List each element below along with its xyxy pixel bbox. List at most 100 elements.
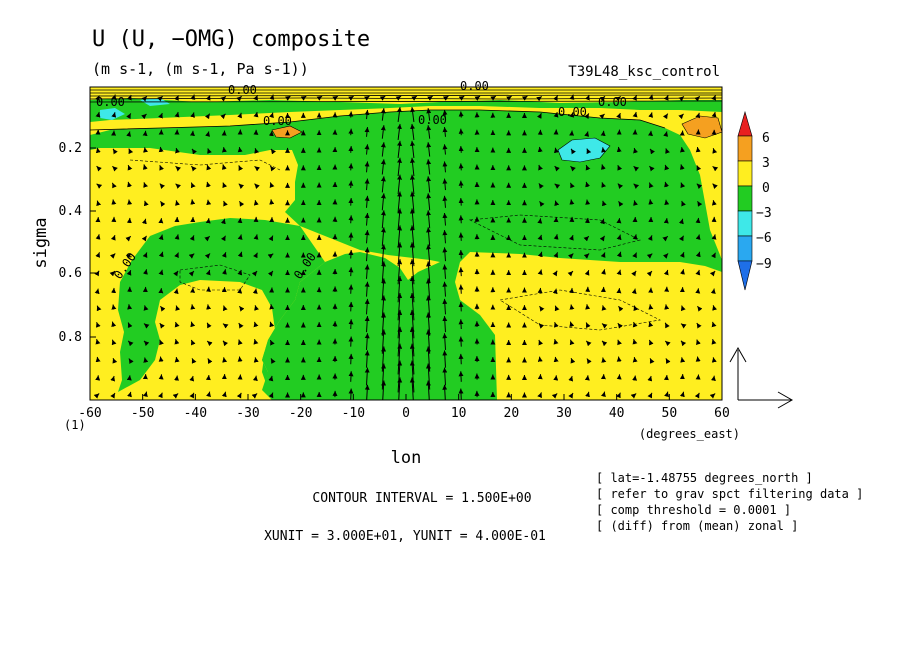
wind-vector: [380, 125, 386, 139]
units-text: XUNIT = 3.000E+01, YUNIT = 4.000E-01: [264, 529, 546, 544]
wind-vector: [188, 270, 195, 277]
wind-vector: [93, 393, 100, 399]
wind-vector: [506, 95, 512, 101]
wind-vector: [172, 393, 179, 399]
wind-vector: [188, 253, 195, 259]
wind-vector: [111, 199, 117, 205]
wind-vector: [191, 148, 197, 155]
wind-vector: [585, 322, 591, 329]
plot-area: [90, 87, 722, 400]
wind-vector: [254, 165, 261, 172]
wind-vector: [142, 252, 148, 258]
wind-vector: [616, 146, 622, 153]
wind-vector: [397, 174, 403, 195]
wind-vector: [237, 356, 243, 362]
wind-vector: [631, 270, 637, 277]
wind-vector: [364, 212, 370, 226]
wind-vector: [586, 358, 592, 365]
wind-vector: [697, 305, 703, 312]
wind-vector: [158, 234, 164, 241]
wind-vector: [223, 200, 228, 207]
wind-vector: [143, 305, 149, 311]
wind-vector: [111, 112, 117, 118]
wind-vectors: [93, 94, 719, 400]
wind-vector: [458, 163, 464, 171]
wind-vector: [695, 251, 701, 258]
wind-vector: [364, 178, 370, 191]
wind-vector: [617, 322, 623, 329]
wind-vector: [348, 388, 354, 400]
wind-vector: [158, 146, 164, 153]
colorbar-top-triangle: [737, 110, 753, 137]
reference-vector: [729, 346, 794, 409]
wind-vector: [95, 112, 101, 118]
wind-vector: [538, 164, 543, 171]
wind-vector: [143, 357, 149, 363]
wind-vector: [237, 251, 243, 258]
wind-vector: [222, 305, 228, 312]
wind-vector: [253, 357, 259, 363]
wind-vector: [648, 321, 654, 328]
wind-vector: [143, 340, 150, 347]
wind-vector: [664, 181, 669, 188]
wind-vector: [253, 321, 259, 328]
wind-vector: [410, 140, 415, 159]
wind-vector: [364, 281, 370, 297]
wind-vector: [600, 164, 606, 170]
colorbar-bottom-triangle: [737, 260, 753, 291]
wind-vector: [538, 323, 545, 329]
wind-vector: [397, 377, 403, 400]
wind-vector: [426, 244, 432, 265]
wind-vector: [632, 356, 638, 363]
wind-vector: [158, 112, 163, 119]
wind-vector: [649, 165, 655, 172]
wind-vector: [553, 338, 559, 345]
wind-vector: [680, 182, 686, 189]
x-tick-label: -10: [342, 406, 365, 421]
wind-vector: [175, 183, 181, 189]
wind-vector: [348, 353, 354, 365]
wind-vector: [112, 148, 118, 155]
contour-interval-text: CONTOUR INTERVAL = 1.500E+00: [312, 491, 531, 506]
wind-vector: [348, 267, 354, 277]
wind-vector: [409, 309, 415, 339]
x-axis: -60 -50 -40 -30 -20 -10 0 10 20 30 40 50 60: [78, 394, 730, 421]
wind-vector: [601, 269, 606, 275]
wind-vector: [268, 392, 274, 399]
wind-vector: [458, 197, 464, 206]
wind-vector: [207, 358, 213, 365]
wind-vector: [553, 234, 559, 240]
wind-vector: [662, 235, 669, 242]
wind-vector: [175, 200, 180, 206]
wind-vector: [159, 322, 165, 329]
wind-vector: [695, 356, 701, 362]
x-tick-label: -30: [236, 406, 259, 421]
wind-vector: [442, 127, 448, 137]
wind-vector: [601, 340, 608, 347]
wind-vector: [160, 201, 166, 207]
wind-vector: [662, 253, 669, 259]
chart-title: U (U, −OMG) composite: [92, 27, 370, 52]
wind-vector: [539, 201, 545, 207]
wind-vector: [616, 356, 622, 362]
info-line: [ refer to grav spct filtering data ]: [596, 487, 863, 501]
wind-vector: [521, 95, 528, 101]
wind-vector: [442, 384, 448, 400]
wind-vector: [143, 147, 148, 153]
wind-vector: [537, 392, 542, 399]
wind-vector: [364, 316, 370, 333]
wind-vector: [568, 392, 574, 399]
colorbar-label: 6: [762, 131, 770, 146]
wind-vector: [111, 304, 117, 310]
wind-vector: [252, 252, 258, 259]
y-tick-label: 0.8: [59, 330, 82, 345]
wind-vector: [190, 94, 196, 101]
wind-vector: [553, 356, 559, 363]
wind-vector: [458, 353, 464, 365]
wind-vector: [458, 267, 464, 277]
x-tick-label: 40: [609, 406, 625, 421]
y-tick-label: 0.2: [59, 141, 82, 156]
wind-vector: [110, 392, 116, 399]
wind-vector: [159, 164, 164, 171]
wind-vector: [175, 305, 181, 312]
